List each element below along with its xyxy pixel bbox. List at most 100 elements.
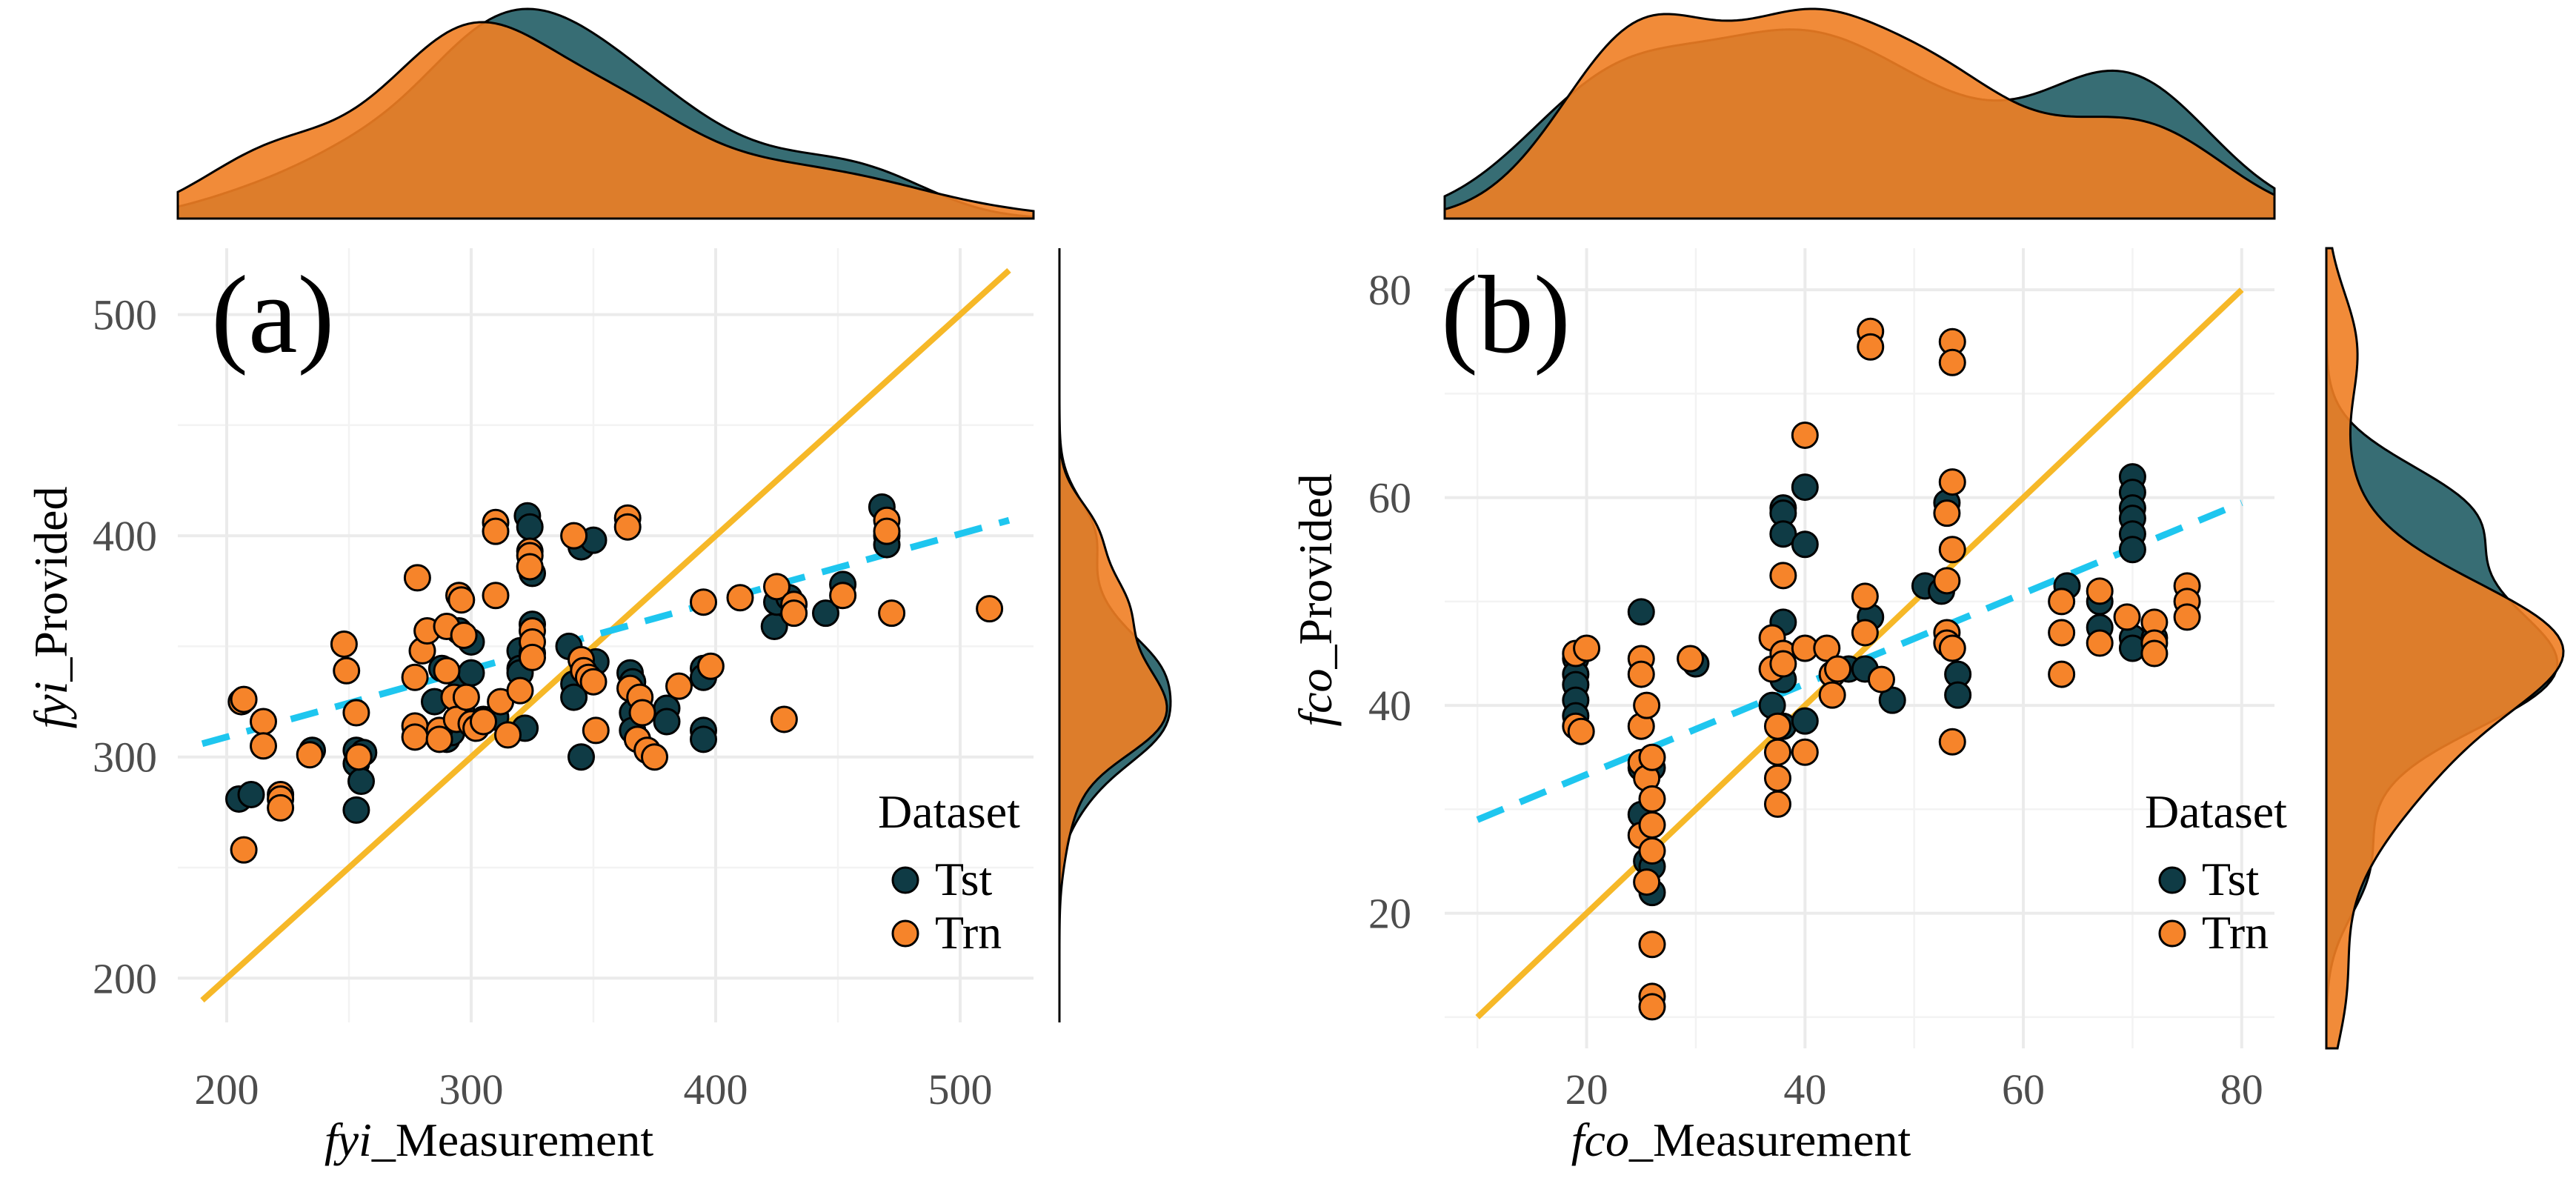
panel-a-top-density: [176, 7, 1035, 220]
panel-b-point-trn: [1638, 811, 1666, 839]
panel-b-point-tst: [1791, 530, 1819, 559]
panel-b-right-density-trn: [2325, 247, 2565, 1050]
panel-a-point-tst: [568, 743, 595, 771]
panel-b-legend-label-trn: Trn: [2202, 906, 2269, 959]
panel-a-x-axis-suffix: _Measurement: [371, 1114, 654, 1166]
panel-b-point-trn: [1567, 717, 1595, 745]
panel-b-x-tick-label: 80: [2220, 1065, 2263, 1114]
panel-a-point-trn: [401, 663, 429, 691]
panel-b-legend-key-trn: [2158, 919, 2186, 948]
panel-a-point-trn: [452, 683, 480, 711]
panel-b-tick-labels: 20 40 60 80 20 40 60 80: [1368, 266, 2263, 1114]
panel-b-point-tst: [1769, 520, 1797, 548]
panel-b-point-tst: [1627, 598, 1655, 626]
panel-b-point-trn: [2140, 639, 2169, 668]
panel-b-x-axis-suffix: _Measurement: [1628, 1114, 1911, 1166]
panel-b-point-trn: [1573, 634, 1601, 662]
panel-a-point-trn: [976, 595, 1004, 623]
panel-a-point-trn: [696, 652, 725, 680]
panel-b-point-trn: [2048, 660, 2076, 688]
panel-a-point-trn: [345, 743, 373, 771]
panel-b-y-tick-label: 40: [1368, 682, 1411, 730]
panel-a-reference-lines: [200, 267, 1011, 1003]
panel-a-point-tst: [812, 599, 839, 628]
panel-b-y-tick-label: 80: [1368, 266, 1411, 314]
panel-b-point-trn: [1627, 660, 1655, 688]
panel-a-point-trn: [433, 656, 461, 685]
panel-a-point-trn: [582, 716, 610, 745]
panel-a-point-tst: [342, 796, 370, 824]
panel-a-point-trn: [401, 723, 429, 751]
panel-a-y-axis-title: fyi_Provided: [24, 486, 77, 728]
panel-a-point-tst: [347, 768, 375, 796]
panel-a-point-trn: [425, 725, 453, 753]
panel-a-top-density-trn: [176, 21, 1035, 220]
panel-b-point-tst: [1944, 681, 1972, 709]
panel-a-point-trn: [342, 699, 370, 727]
panel-a-point-trn: [482, 582, 510, 610]
panel-a-point-trn: [333, 656, 361, 685]
panel-b-point-trn: [2048, 588, 2076, 616]
panel-a-x-axis-title: fyi_Measurement: [325, 1114, 654, 1166]
panel-b-top-density-trn: [1443, 7, 2276, 220]
panel-b-y-axis-var: fco: [1289, 668, 1342, 726]
panel-a-point-tst: [457, 659, 485, 687]
panel-a-point-trn: [250, 708, 277, 736]
panel-b-y-axis-title: fco_Provided: [1289, 473, 1342, 726]
panel-b-point-trn: [1938, 468, 1966, 496]
panel-a-legend-key-tst: [891, 866, 919, 894]
panel-b-point-trn: [2086, 629, 2114, 657]
panel-a-point-trn: [560, 522, 588, 550]
panel-b-point-trn: [1933, 567, 1961, 595]
panel-a-point-trn: [690, 588, 717, 616]
panel-a-point-trn: [470, 708, 497, 736]
panel-b-point-trn: [1633, 691, 1661, 719]
panel-b-point-trn: [1763, 712, 1791, 740]
panel-a-legend-key-trn: [891, 919, 919, 948]
panel-b-x-tick-label: 60: [2002, 1065, 2045, 1114]
panel-a-point-trn: [330, 630, 358, 658]
panel-a-y-tick-label: 200: [93, 954, 157, 1002]
panel-b-point-trn: [1824, 655, 1852, 683]
panel-a-y-tick-label: 400: [93, 512, 157, 560]
panel-a-right-density-trn: [1058, 248, 1168, 1022]
panel-b-x-tick-label: 20: [1565, 1065, 1608, 1114]
panel-a-points: [225, 493, 1004, 864]
panel-b-identity-line: [1475, 287, 2244, 1019]
panel-b-point-trn: [1851, 619, 1879, 647]
panel-b-point-tst: [2118, 536, 2146, 564]
panel-a-x-tick-label: 500: [928, 1065, 993, 1114]
panel-a-x-tick-label: 200: [195, 1065, 259, 1114]
panel-b-legend: Dataset Tst Trn: [2145, 785, 2287, 959]
panel-b-point-trn: [1638, 993, 1666, 1021]
panel-a-point-trn: [482, 517, 510, 545]
panel-b-point-trn: [1818, 681, 1846, 709]
panel-a-x-tick-label: 400: [684, 1065, 748, 1114]
panel-b-point-trn: [2173, 603, 2201, 631]
panel-a-point-tst: [690, 725, 717, 753]
panel-a-point-trn: [780, 599, 808, 628]
panel-a-x-tick-label: 300: [439, 1065, 504, 1114]
panel-b-x-axis-title: fco_Measurement: [1571, 1114, 1911, 1166]
panel-a-legend-title: Dataset: [878, 785, 1020, 838]
panel-a-point-trn: [267, 793, 295, 822]
panel-b-point-trn: [1763, 738, 1791, 766]
panel-b-legend-key-tst: [2158, 866, 2186, 894]
panel-b-point-trn: [1938, 348, 1966, 376]
panel-a-point-trn: [250, 732, 277, 760]
panel-b-point-trn: [1791, 421, 1819, 449]
panel-a-tick-labels: 200 300 400 500 200 300 400 500: [93, 291, 993, 1114]
panel-b-top-density: [1443, 7, 2276, 220]
panel-a-point-tst: [653, 708, 681, 736]
panel-b-point-trn: [1933, 499, 1961, 528]
panel-b-points: [1562, 317, 2201, 1021]
panel-a-fit-line: [201, 516, 1011, 748]
panel-b-legend-label-tst: Tst: [2202, 853, 2260, 905]
panel-b-y-tick-label: 60: [1368, 474, 1411, 522]
panel-b-point-trn: [1763, 790, 1791, 818]
panel-b-point-trn: [1867, 665, 1895, 693]
panel-b-point-trn: [1677, 645, 1705, 673]
panel-b-point-trn: [1938, 634, 1966, 662]
panel-b-point-trn: [1638, 931, 1666, 959]
